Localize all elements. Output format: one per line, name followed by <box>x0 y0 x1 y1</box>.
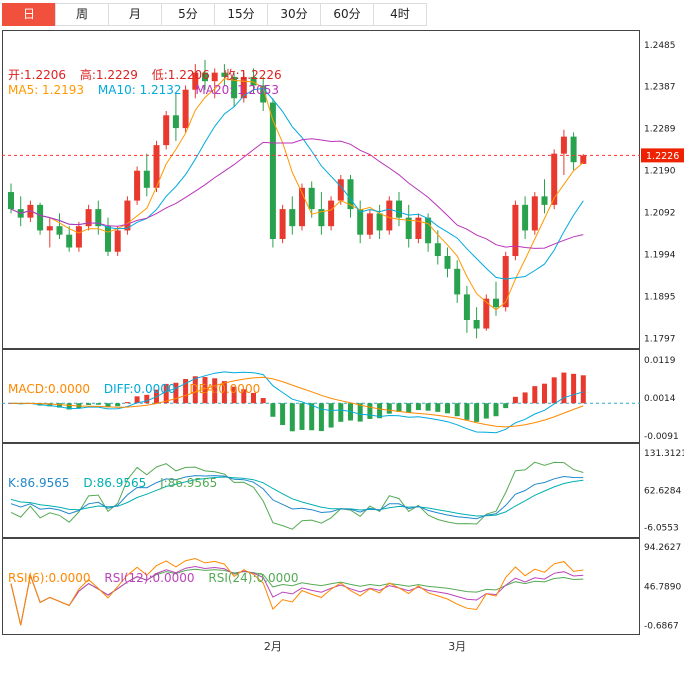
chart-area: 1.2485 1.2387 1.2289 1.2190 1.2092 1.1994 1.18… <box>0 30 684 674</box>
svg-text:1.1797: 1.1797 <box>644 334 676 344</box>
svg-text:1.1895: 1.1895 <box>644 293 676 303</box>
svg-text:0.0014: 0.0014 <box>644 394 676 404</box>
last-price-marker: 1.2226 <box>2 148 684 163</box>
svg-text:-0.0091: -0.0091 <box>644 432 679 442</box>
ma-lines <box>10 78 584 311</box>
tab-4hour[interactable]: 4时 <box>373 3 427 26</box>
svg-text:1.2226: 1.2226 <box>646 151 679 162</box>
tab-30min[interactable]: 30分 <box>267 3 321 26</box>
x-axis-labels: 2月 3月 <box>264 640 466 653</box>
svg-text:131.3121: 131.3121 <box>644 449 684 459</box>
tab-5min[interactable]: 5分 <box>161 3 215 26</box>
panel-borders <box>2 30 640 635</box>
y-axis-labels: 1.2485 1.2387 1.2289 1.2190 1.2092 1.1994 1.18… <box>644 41 684 632</box>
kdj-layer <box>10 461 584 530</box>
svg-text:1.2485: 1.2485 <box>644 41 676 51</box>
rsi-layer <box>10 557 584 626</box>
last-price-badge <box>641 148 684 163</box>
svg-text:1.2092: 1.2092 <box>644 209 676 219</box>
chart-canvas[interactable]: 1.2485 1.2387 1.2289 1.2190 1.2092 1.1994 1.18… <box>0 30 684 674</box>
svg-text:1.2387: 1.2387 <box>644 83 676 93</box>
svg-text:1.2190: 1.2190 <box>644 167 676 177</box>
macd-layer <box>2 371 640 434</box>
svg-text:62.6284: 62.6284 <box>644 486 681 496</box>
tab-60min[interactable]: 60分 <box>320 3 374 26</box>
tab-15min[interactable]: 15分 <box>214 3 268 26</box>
tab-day[interactable]: 日 <box>2 3 56 26</box>
svg-text:-0.6867: -0.6867 <box>644 622 679 632</box>
timeframe-toolbar: 日 周 月 5分 15分 30分 60分 4时 <box>0 0 684 29</box>
svg-text:2月: 2月 <box>264 640 282 653</box>
svg-text:46.7890: 46.7890 <box>644 582 681 592</box>
svg-text:1.2289: 1.2289 <box>644 125 676 135</box>
tab-month[interactable]: 月 <box>108 3 162 26</box>
svg-text:0.0119: 0.0119 <box>644 356 676 366</box>
svg-text:3月: 3月 <box>448 640 466 653</box>
svg-text:1.1994: 1.1994 <box>644 250 676 260</box>
svg-text:-6.0553: -6.0553 <box>644 524 679 534</box>
svg-text:94.2627: 94.2627 <box>644 543 681 553</box>
candlestick-layer <box>8 59 587 339</box>
tab-week[interactable]: 周 <box>55 3 109 26</box>
